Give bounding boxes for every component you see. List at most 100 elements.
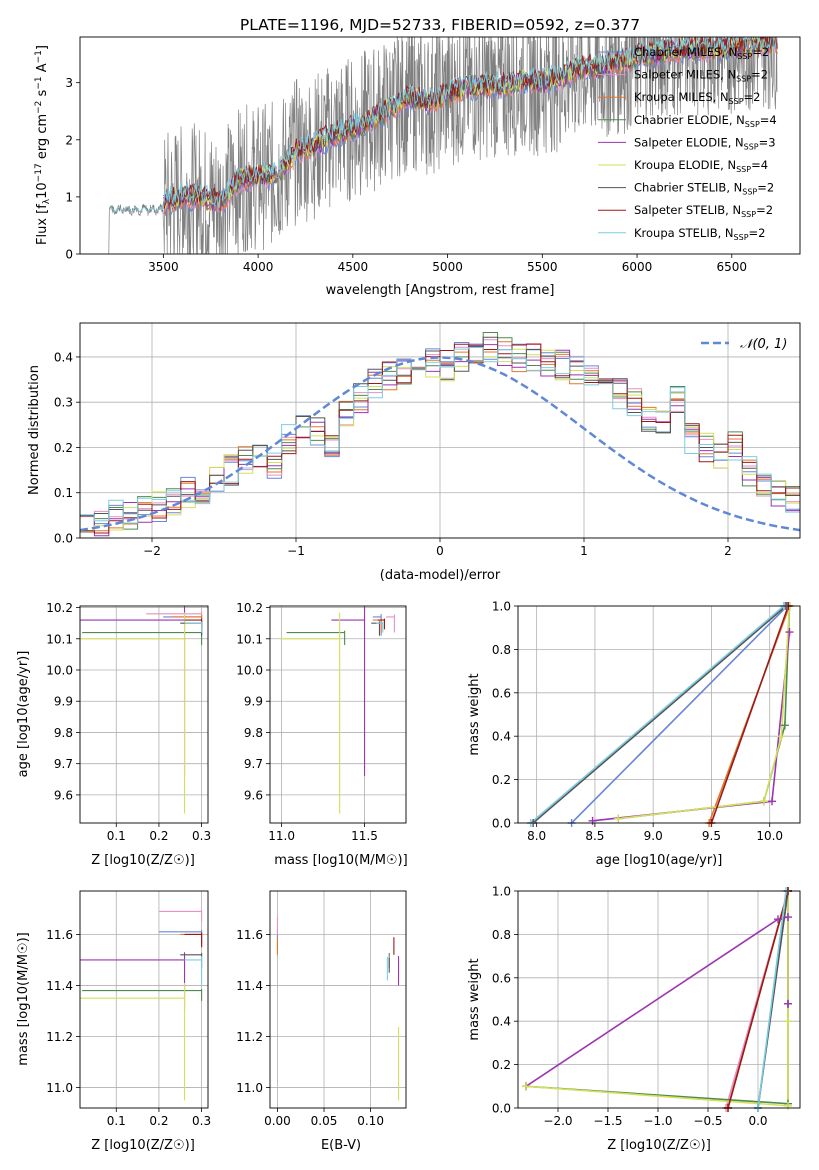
x-axis-label: Z [log10(Z/Z☉)] [91,853,195,868]
y-tick-label: 0.1 [54,486,73,500]
y-tick-label: 0.0 [54,532,73,546]
y-tick-label: 0.8 [492,643,511,657]
legend-subscript: SSP [744,142,759,151]
legend-subscript: SSP [729,97,744,106]
plus-marker [522,1082,530,1091]
x-axis-label: Z [log10(Z/Z☉)] [607,1138,711,1153]
histogram-step [80,347,800,524]
model-spectrum-line [108,37,777,213]
legend-tail: =2 [749,226,766,240]
y-axis-label: Normed distribution [27,365,42,495]
axes-frame [269,890,407,1109]
histogram-step [80,343,800,534]
x-tick-label: 8.5 [585,829,604,843]
y-tick-label: 3 [65,76,73,90]
plus-marker [759,797,768,806]
axes-mass_vs_Z: 0.1 0.2 0.3 11.0 11.2 11.4 11.6 Z [log10(Z/Z☉)]… [16,890,211,1153]
y-tick-label: 9.8 [54,726,73,740]
x-tick-label: 0.0 [748,1114,767,1128]
mass-weight-line [618,606,791,820]
x-tick-label: 1 [580,544,588,558]
x-tick-label: 0 [436,544,444,558]
legend-tail: =3 [759,135,776,149]
y-axis-label: mass weight [467,673,482,755]
y-axis-label: age [log10(age/yr)] [16,651,31,778]
x-tick-label: 6500 [717,260,748,274]
y-tick-label: 1 [65,190,73,204]
legend-label: Chabrier STELIB, NSSP=2 [634,181,774,197]
plus-marker [614,814,623,823]
y-tick-label: 0.3 [54,396,73,410]
y-tick-label: 10.1 [46,632,73,646]
x-axis-label: mass [log10(M/M☉)] [274,853,407,868]
plus-marker [588,816,597,825]
x-tick-label: 9.0 [644,829,663,843]
y-tick-label: 0.2 [492,773,511,787]
mass-weight-line [525,916,789,1087]
plus-marker [784,1101,792,1110]
x-tick-label: 0.3 [192,1114,211,1128]
x-tick-label: 0.00 [264,1114,291,1128]
y-tick-label: 1.0 [492,885,511,899]
x-tick-label: 4500 [338,260,369,274]
axes-frame [517,890,801,1109]
x-tick-label: −1.5 [593,1114,622,1128]
y-tick-label: 1.0 [492,600,511,614]
y-axis-label: Flux [fλ10−17 erg cm−2 s−1 A−1] [34,45,52,245]
mass-weight-line [525,891,789,1107]
plot-area-residuals [80,323,800,538]
plot-area-mass_weight_vs_Z [518,891,800,1108]
mass-weight-line [727,891,789,1108]
mass-weight-line [530,606,785,823]
legend-tail: =4 [760,113,777,127]
x-tick-label: 0.1 [107,1114,126,1128]
axes-frame [517,605,801,824]
x-tick-label: 0.1 [107,829,126,843]
plot-area-mass_vs_ebv [270,891,406,1108]
x-axis-label: Z [log10(Z/Z☉)] [91,1138,195,1153]
histogram-step [80,332,800,533]
axes-spectrum: 3500 4000 4500 5000 5500 6000 6500 0 1 2 3 waveleng… [34,36,801,298]
y-tick-label: 0.0 [492,1102,511,1116]
legend-tail: =4 [751,158,768,172]
plus-marker [784,999,792,1008]
x-tick-label: 11.0 [268,829,295,843]
x-tick-label: 5000 [432,260,463,274]
mass-weight-line [592,631,791,822]
y-tick-label: 9.9 [244,695,263,709]
y-tick-label: 11.2 [46,1030,73,1044]
legend-label: Salpeter STELIB, NSSP=2 [634,203,773,219]
legend-subscript: SSP [742,188,757,197]
legend-tail: =2 [757,181,774,195]
mass-weight-line [525,891,789,1105]
y-tick-label: 0.4 [492,730,511,744]
figure-title: PLATE=1196, MJD=52733, FIBERID=0592, z=0… [240,16,640,34]
y-tick-label: 9.7 [54,757,73,771]
plus-marker [780,721,789,730]
legend-label: Kroupa MILES, NSSP=2 [634,90,760,106]
legend-subscript: SSP [741,210,756,219]
y-axis-label: mass [log10(M/M☉)] [16,932,31,1065]
y-tick-label: 9.8 [244,726,263,740]
y-tick-label: 11.6 [236,928,263,942]
mass-weight-line [618,606,791,820]
y-tick-label: 11.4 [46,979,73,993]
y-tick-label: 9.6 [244,788,263,802]
plus-marker [784,913,792,922]
x-axis-label: E(B-V) [321,1138,361,1153]
normal-distribution-curve [80,356,800,532]
legend-subscript: SSP [734,233,749,242]
y-tick-label: 10.2 [236,601,263,615]
y-tick-label: 0.4 [492,1015,511,1029]
plot-area-age_vs_Z [80,606,208,823]
legend-label: Salpeter ELODIE, NSSP=3 [634,135,776,151]
histogram-step [80,344,800,537]
axes-frame [269,605,407,824]
y-axis-label: mass weight [467,958,482,1040]
x-tick-label: 8.0 [527,829,546,843]
axes-frame [79,605,209,824]
x-tick-label: 9.5 [702,829,721,843]
x-tick-label: 0.3 [192,829,211,843]
y-tick-label: 10.0 [236,664,263,678]
x-tick-label: 3500 [148,260,179,274]
